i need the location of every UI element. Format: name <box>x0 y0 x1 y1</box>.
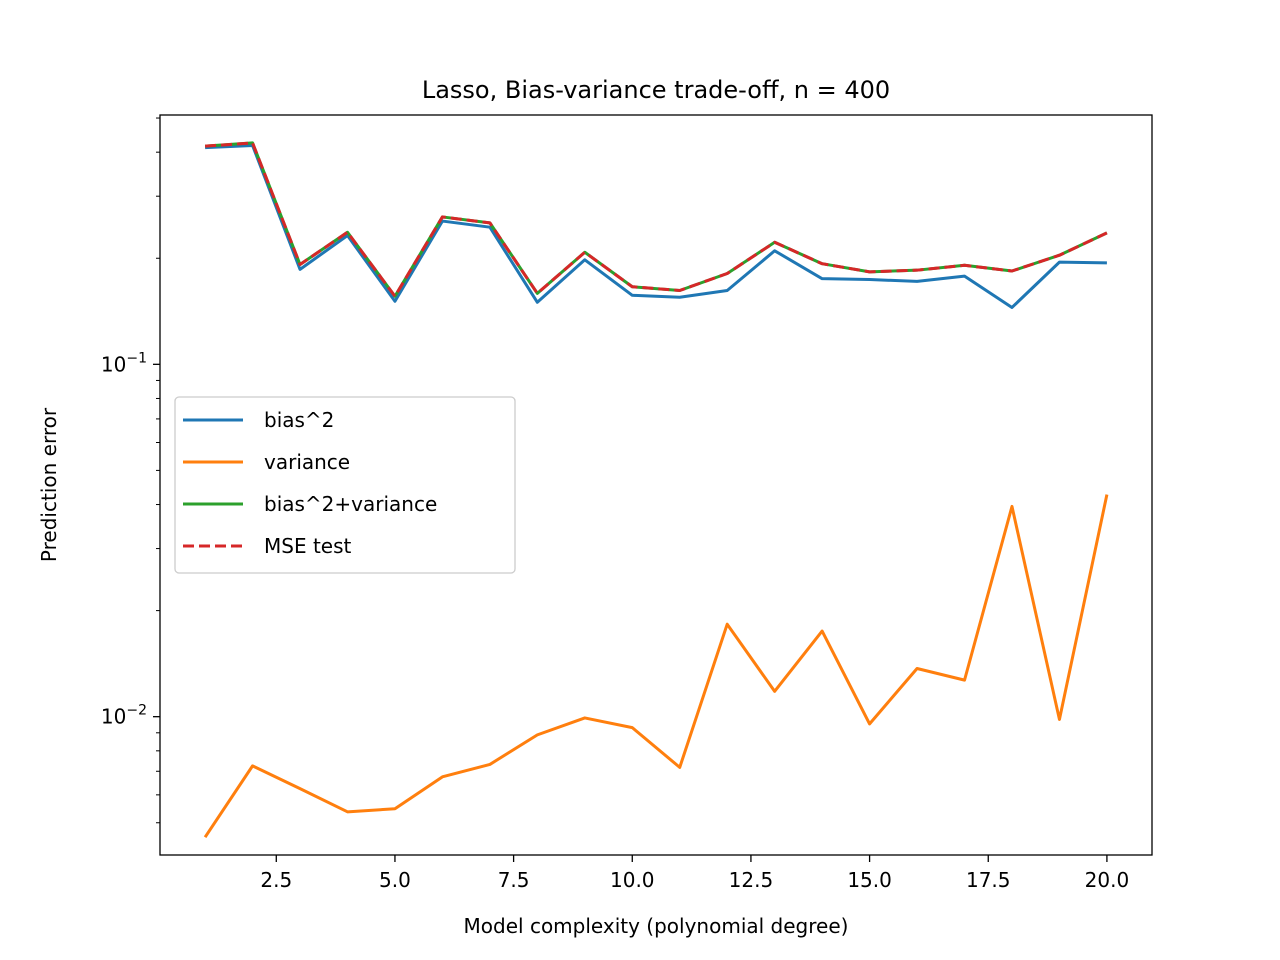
legend-box <box>174 396 516 574</box>
legend-label: variance <box>264 450 350 474</box>
x-tick-label: 2.5 <box>260 868 292 892</box>
series-layer <box>203 141 1109 839</box>
y-tick-label: 10−2 <box>101 703 147 729</box>
series-line-bias-2-variance <box>204 141 1108 298</box>
x-axis-label: Model complexity (polynomial degree) <box>464 914 849 938</box>
y-tick-label-exponent: −2 <box>126 703 147 719</box>
x-tick-label: 7.5 <box>498 868 530 892</box>
series-line-mse-test <box>204 141 1108 298</box>
y-tick-label-base: 10 <box>101 705 126 729</box>
chart-title: Lasso, Bias-variance trade-off, n = 400 <box>422 76 890 104</box>
x-tick-label: 17.5 <box>966 868 1011 892</box>
x-tick-label: 20.0 <box>1085 868 1130 892</box>
legend-label: bias^2 <box>264 408 334 432</box>
x-axis-ticks: 2.5 5.0 7.5 10.0 12.5 15.0 17.5 20.0 <box>260 855 1129 892</box>
legend-label: bias^2+variance <box>264 492 437 516</box>
x-tick-label: 10.0 <box>610 868 655 892</box>
y-axis-ticks: 10−110−2 <box>101 117 160 824</box>
y-tick-label-base: 10 <box>101 352 126 376</box>
series-line-bias-2 <box>205 143 1107 309</box>
x-tick-label: 5.0 <box>379 868 411 892</box>
x-tick-label: 15.0 <box>847 868 892 892</box>
plot-area-frame <box>159 114 1153 856</box>
y-axis-label: Prediction error <box>37 407 61 562</box>
y-tick-label-exponent: −1 <box>126 350 147 366</box>
legend: bias^2 variance bias^2+variance MSE test <box>174 396 516 574</box>
legend-label: MSE test <box>264 534 352 558</box>
y-tick-label: 10−1 <box>101 350 147 376</box>
x-tick-label: 12.5 <box>729 868 774 892</box>
series-line-variance <box>203 494 1109 839</box>
